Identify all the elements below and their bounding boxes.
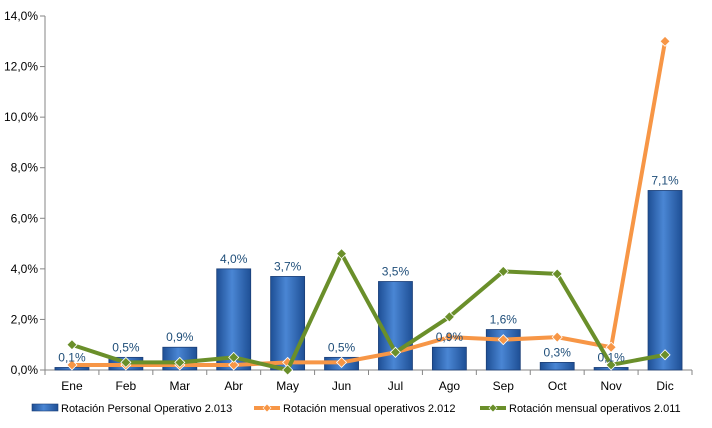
x-tick-label: Sep <box>493 379 515 393</box>
x-tick-label: Oct <box>548 379 567 393</box>
data-label: 0,1% <box>597 350 625 364</box>
series-point <box>66 359 78 371</box>
bar <box>431 346 467 371</box>
series-point <box>605 341 617 353</box>
data-label: 0,5% <box>328 340 356 354</box>
y-tick-label: 8,0% <box>11 161 39 175</box>
bar <box>270 276 306 371</box>
bar <box>539 362 575 371</box>
y-tick-label: 12,0% <box>4 60 38 74</box>
x-tick-label: Dic <box>656 379 673 393</box>
x-tick-label: Feb <box>116 379 137 393</box>
series-point <box>120 356 132 368</box>
series-point <box>497 265 509 277</box>
data-label: 0,5% <box>112 340 140 354</box>
data-label: 0,9% <box>166 330 194 344</box>
y-tick-label: 4,0% <box>11 262 39 276</box>
y-tick-label: 14,0% <box>4 9 38 23</box>
series-point <box>551 331 563 343</box>
x-tick-label: Ene <box>61 379 83 393</box>
x-tick-label: Mar <box>169 379 190 393</box>
y-tick-label: 0,0% <box>11 363 39 377</box>
x-tick-label: May <box>276 379 299 393</box>
y-tick-label: 6,0% <box>11 211 39 225</box>
legend-marker <box>488 403 498 413</box>
series-point <box>551 268 563 280</box>
series-point <box>282 364 294 376</box>
series-point <box>605 359 617 371</box>
series-point <box>659 35 671 47</box>
series-point <box>335 248 348 260</box>
data-label: 4,0% <box>220 252 248 266</box>
series-point <box>174 356 186 368</box>
data-label: 3,5% <box>382 265 410 279</box>
data-label: 0,3% <box>544 345 572 359</box>
series-line <box>69 39 668 367</box>
series-point <box>228 359 240 371</box>
data-label: 3,7% <box>274 259 302 273</box>
series-point <box>335 356 348 368</box>
series-point <box>389 346 402 358</box>
legend-marker <box>262 403 272 413</box>
data-label: 0,1% <box>58 350 86 364</box>
x-tick-label: Nov <box>600 379 621 393</box>
series-point <box>228 351 240 363</box>
legend-label: Rotación mensual operativos 2.011 <box>509 403 681 415</box>
series-point <box>659 349 671 361</box>
series-point <box>443 311 455 323</box>
bar <box>647 190 683 371</box>
data-label: 0,9% <box>436 330 464 344</box>
series-line <box>69 251 668 372</box>
series-point <box>443 331 455 343</box>
legend-swatch <box>31 403 59 412</box>
legend-label: Rotación Personal Operativo 2.013 <box>61 403 232 415</box>
data-label: 7,1% <box>651 173 679 187</box>
data-label: 1,6% <box>490 313 518 327</box>
series-point <box>66 339 78 351</box>
legend-label: Rotación mensual operativos 2.012 <box>283 403 455 415</box>
x-tick-label: Jul <box>388 379 403 393</box>
plot-area: 0,0% 2,0% 4,0% 6,0% 8,0% 10,0% 12,0% 14,0% Ene Fe… <box>4 9 693 393</box>
y-tick-label: 2,0% <box>11 312 39 326</box>
y-tick-label: 10,0% <box>4 110 38 124</box>
x-tick-label: Jun <box>332 379 351 393</box>
x-tick-label: Ago <box>439 379 461 393</box>
series-point <box>497 334 509 346</box>
legend: Rotación Personal Operativo 2.013 Rotació… <box>31 403 681 415</box>
x-tick-label: Abr <box>224 379 243 393</box>
